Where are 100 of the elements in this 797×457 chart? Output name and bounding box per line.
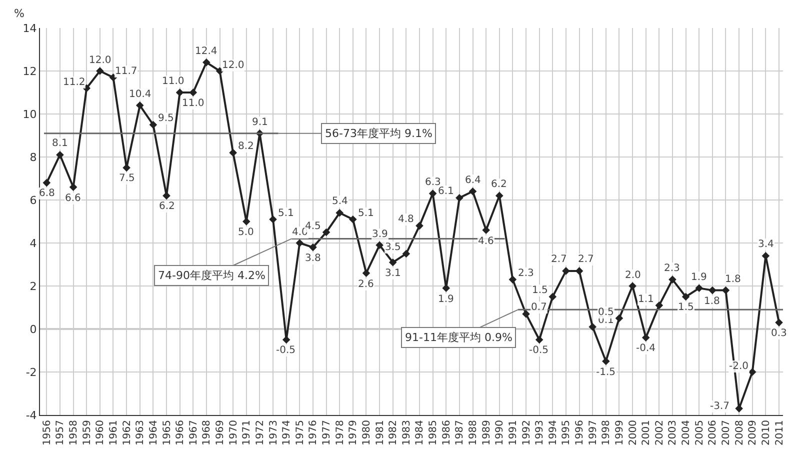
x-tick-label: 1984 [414,420,426,446]
data-label: 0.7 [531,302,547,313]
y-tick-label: 8 [30,150,37,164]
data-label: 2.0 [625,270,641,281]
y-tick-label: -2 [26,366,37,379]
x-tick-label: 1987 [454,420,466,446]
x-tick-label: 1961 [108,420,120,446]
x-tick-label: 2002 [654,420,666,446]
data-label: 2.7 [578,254,594,265]
x-tick-label: 1960 [95,420,106,446]
x-tick-label: 1965 [162,420,173,446]
x-tick-label: 1989 [481,420,492,446]
annotation: 56-73年度平均 9.1% [325,127,432,140]
x-tick-label: 1993 [534,420,546,446]
x-tick-label: 2009 [748,420,759,446]
x-tick-label: 1974 [282,420,293,446]
x-tick-label: 2010 [760,420,772,446]
x-tick-label: 1982 [388,420,400,446]
x-tick-label: 1977 [322,420,333,446]
x-tick-label: 1991 [508,420,519,446]
data-label: 5.4 [332,196,348,207]
x-tick-label: 1994 [548,420,559,446]
data-label: 2.3 [518,268,534,279]
x-tick-label: 1996 [574,420,586,446]
data-label: 8.2 [238,141,254,152]
data-label: 1.8 [725,274,741,285]
x-tick-label: 1966 [175,420,186,446]
x-tick-label: 1967 [188,420,200,446]
data-label: 11.0 [182,98,204,109]
x-tick-label: 1976 [308,420,320,446]
y-tick-label: 14 [22,22,37,35]
data-label: 6.3 [425,177,441,188]
data-label: 1.5 [678,302,694,313]
data-label: 1.9 [691,272,707,283]
data-label: -1.5 [596,367,616,378]
data-label: 2.7 [551,254,567,265]
y-tick-label: -4 [26,408,37,422]
x-tick-label: 2004 [681,420,692,446]
x-tick-label: 1990 [494,420,506,446]
x-tick-label: 2000 [628,420,639,446]
data-label: 0.1 [598,315,614,326]
data-label: -0.5 [276,345,296,356]
annotation: 74-90年度平均 4.2% [158,269,266,282]
x-tick-label: 1969 [215,420,226,446]
x-tick-label: 2006 [708,420,719,446]
data-label: 2.3 [664,263,680,274]
data-label: -0.5 [529,345,549,356]
y-axis-title: % [14,7,24,20]
data-label: 1.5 [532,285,548,296]
data-label: 12.4 [195,46,218,57]
x-tick-label: 1973 [268,420,280,446]
x-tick-label: 1963 [135,420,146,446]
data-label: 4.8 [398,214,414,225]
data-label: 5.1 [278,208,294,219]
x-tick-label: 1988 [468,420,479,446]
data-label: 3.9 [372,229,388,240]
x-tick-label: 1972 [254,420,266,446]
data-label: 1.8 [704,296,720,307]
x-tick-label: 1962 [122,420,133,446]
data-label: 8.1 [52,138,68,149]
data-label: 10.4 [129,89,152,100]
x-tick-label: 1968 [202,420,213,446]
data-label: 4.0 [292,227,308,238]
x-tick-label: 1997 [588,420,599,446]
data-label: 1.1 [638,294,654,305]
x-tick-label: 1971 [242,420,253,446]
x-tick-label: 1980 [361,420,372,446]
data-label: 3.4 [758,239,774,250]
x-tick-label: 1975 [294,420,306,446]
x-tick-label: 1964 [148,420,160,446]
data-label: 7.5 [119,173,135,184]
x-tick-label: 2003 [668,420,679,446]
x-tick-label: 1981 [374,420,386,446]
x-tick-label: 1957 [55,420,66,446]
data-label: 3.8 [305,253,321,264]
x-tick-label: 2005 [694,420,706,446]
data-label: 1.9 [438,294,454,305]
x-tick-label: 1958 [68,420,80,446]
y-tick-label: 6 [30,194,37,207]
data-label: 6.6 [65,193,81,204]
data-label: 6.4 [465,175,481,186]
data-label: 12.0 [222,60,244,71]
data-label: 6.2 [491,179,507,190]
y-tick-label: 2 [30,280,37,293]
data-label: 3.5 [385,242,401,253]
x-tick-label: 1995 [561,420,572,446]
data-label: -2.0 [729,361,749,372]
data-label: 11.2 [63,77,86,88]
x-tick-label: 1978 [334,420,346,446]
data-label: 4.6 [478,236,494,247]
data-label: 11.0 [162,76,184,87]
x-tick-label: 1959 [82,420,93,446]
x-tick-label: 2001 [641,420,652,446]
data-label: 5.1 [358,208,374,219]
data-label: 4.5 [305,221,321,232]
data-label: 0.5 [598,307,614,318]
data-label: -3.7 [710,401,730,412]
y-tick-label: 4 [30,236,37,250]
data-label: 6.8 [39,188,55,199]
x-tick-label: 1986 [441,420,452,446]
